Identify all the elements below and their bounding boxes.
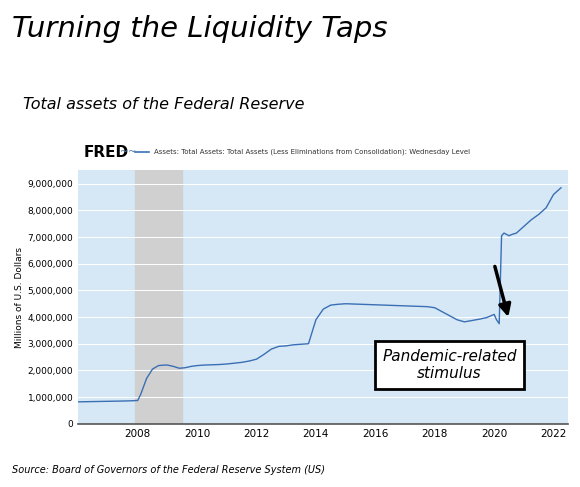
Text: Pandemic-related
stimulus: Pandemic-related stimulus	[382, 349, 517, 381]
Text: Source: Board of Governors of the Federal Reserve System (US): Source: Board of Governors of the Federa…	[12, 465, 325, 475]
Text: Turning the Liquidity Taps: Turning the Liquidity Taps	[12, 15, 387, 42]
Text: Assets: Total Assets: Total Assets (Less Eliminations from Consolidation): Wedne: Assets: Total Assets: Total Assets (Less…	[154, 149, 470, 155]
Bar	[135, 170, 182, 424]
Text: Total assets of the Federal Reserve: Total assets of the Federal Reserve	[23, 97, 304, 112]
Text: FRED: FRED	[83, 145, 128, 160]
Y-axis label: Millions of U.S. Dollars: Millions of U.S. Dollars	[14, 246, 24, 348]
Text: ~~: ~~	[120, 147, 136, 157]
